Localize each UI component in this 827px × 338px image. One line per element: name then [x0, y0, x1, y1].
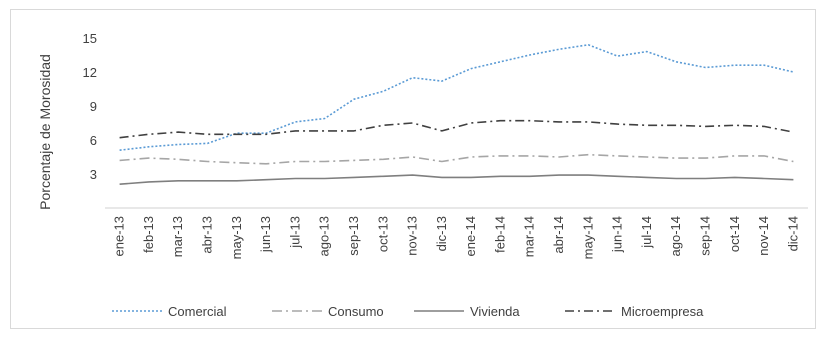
y-tick-label: 15: [83, 31, 97, 46]
series-line-comercial: [119, 43, 794, 151]
legend: Comercial Consumo Vivienda Microempresa: [112, 304, 704, 319]
x-tick-label: nov-14: [756, 216, 771, 256]
x-tick-label: oct-13: [375, 216, 390, 252]
x-tick-label: jun-13: [258, 216, 273, 253]
x-tick-label: nov-13: [405, 216, 420, 256]
x-tick-label: ago-14: [668, 216, 683, 256]
x-tick-label: jun-14: [610, 216, 625, 253]
x-tick-label: may-14: [580, 216, 595, 259]
x-tick-label: feb-13: [141, 216, 156, 253]
x-tick-label: feb-14: [492, 216, 507, 253]
y-tick-label: 6: [90, 133, 97, 148]
x-tick-label: mar-14: [522, 216, 537, 257]
y-axis: 3 6 9 12 15: [83, 31, 97, 182]
y-tick-label: 12: [83, 65, 97, 80]
x-tick-label: oct-14: [727, 216, 742, 252]
x-tick-label: abr-14: [551, 216, 566, 254]
x-tick-label: abr-13: [200, 216, 215, 254]
legend-label: Comercial: [168, 304, 227, 319]
series-lines: [119, 43, 794, 185]
x-axis: ene-13 feb-13 mar-13 abr-13 may-13 jun-13 jul-…: [105, 207, 808, 259]
x-tick-label: ago-13: [317, 216, 332, 256]
x-tick-label: mar-13: [170, 216, 185, 257]
x-tick-label: jul-13: [287, 216, 302, 249]
x-tick-label: ene-13: [112, 216, 127, 256]
y-tick-label: 9: [90, 99, 97, 114]
legend-label: Consumo: [328, 304, 384, 319]
legend-label: Microempresa: [621, 304, 704, 319]
legend-label: Vivienda: [470, 304, 520, 319]
x-tick-label: jul-14: [639, 216, 654, 249]
y-axis-label: Porcentaje de Morosidad: [37, 54, 53, 210]
y-tick-label: 3: [90, 167, 97, 182]
x-tick-label: dic-13: [434, 216, 449, 251]
x-tick-label: ene-14: [463, 216, 478, 256]
series-line-consumo: [119, 153, 794, 165]
x-tick-label: dic-14: [785, 216, 800, 251]
x-tick-label: may-13: [229, 216, 244, 259]
series-line-microempresa: [119, 119, 794, 139]
x-tick-label: sep-13: [346, 216, 361, 256]
x-tick-label: sep-14: [697, 216, 712, 256]
series-line-vivienda: [119, 174, 794, 185]
